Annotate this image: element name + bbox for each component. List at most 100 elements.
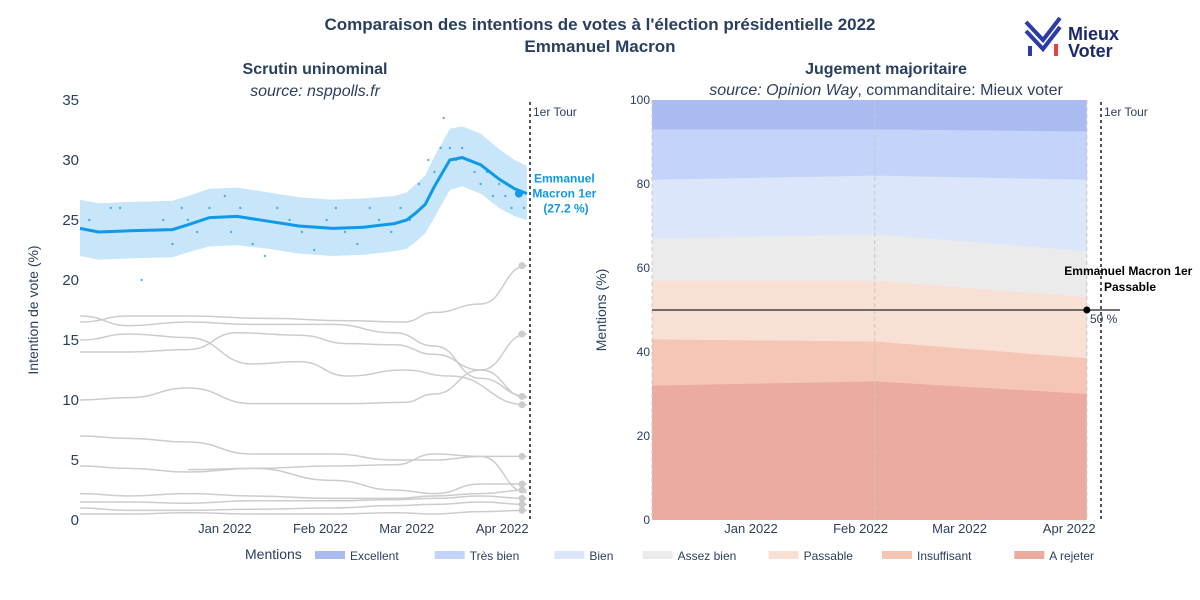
macron-poll-point — [109, 206, 113, 210]
macron-poll-point — [448, 146, 452, 150]
other-candidate-line — [79, 435, 527, 461]
macron-poll-point — [417, 182, 421, 186]
macron-poll-point — [229, 230, 233, 234]
left-x-tick-label: Jan 2022 — [198, 521, 252, 536]
macron-poll-point — [368, 206, 371, 210]
macron-poll-point — [88, 218, 91, 222]
macron-poll-point — [276, 206, 279, 210]
legend-label-passable: Passable — [804, 549, 854, 563]
legend-label-a-rejeter: A rejeter — [1049, 549, 1094, 563]
other-candidate-end-marker — [518, 392, 526, 400]
left-y-tick-label: 20 — [62, 272, 79, 289]
macron-poll-points — [88, 116, 526, 282]
right-y-tick-label: 80 — [637, 177, 651, 191]
macron-poll-point — [208, 206, 211, 210]
macron-poll-point — [504, 194, 507, 198]
left-x-tick-label: Mar 2022 — [379, 521, 434, 536]
macron-poll-point — [377, 218, 381, 222]
other-candidate-line — [79, 509, 527, 515]
right-x-tick-label: Feb 2022 — [833, 521, 888, 536]
macron-poll-point — [390, 230, 393, 234]
legend-label-excellent: Excellent — [350, 549, 399, 563]
other-candidate-end-marker — [518, 486, 526, 494]
left-first-round-label: 1er Tour — [533, 105, 577, 119]
legend-swatch-insuffisant — [882, 551, 912, 559]
macron-poll-point — [433, 170, 436, 174]
macron-poll-point — [439, 146, 442, 150]
other-candidates-lines — [79, 262, 527, 515]
main-subtitle: Emmanuel Macron — [524, 37, 675, 56]
other-candidate-line — [79, 332, 527, 399]
macron-poll-point — [186, 218, 190, 222]
right-first-round-label: 1er Tour — [1104, 105, 1148, 119]
other-candidate-line — [79, 333, 527, 406]
other-candidate-line — [79, 489, 527, 500]
legend-swatch-a-rejeter — [1014, 551, 1045, 559]
mieux-voter-logo-icon: Mieux Voter — [1024, 16, 1119, 61]
other-candidate-end-marker — [518, 262, 526, 270]
macron-poll-point — [162, 218, 165, 222]
legend-label-insuffisant: Insuffisant — [917, 549, 972, 563]
other-candidate-line — [79, 501, 527, 512]
macron-poll-point — [118, 206, 122, 210]
other-candidate-end-marker — [518, 330, 526, 338]
macron-poll-point — [510, 206, 513, 210]
logo-text-2: Voter — [1068, 41, 1113, 61]
legend-label-bien: Bien — [589, 549, 613, 563]
macron-poll-point — [343, 230, 347, 234]
right-y-axis-label: Mentions (%) — [593, 269, 609, 351]
right-y-tick-label: 60 — [637, 261, 651, 275]
left-y-tick-label: 30 — [62, 152, 79, 169]
logo-text-1: Mieux — [1068, 24, 1119, 44]
left-y-tick-label: 10 — [62, 392, 79, 409]
left-y-tick-label: 25 — [62, 212, 79, 229]
right-y-tick-label: 20 — [637, 429, 651, 443]
main-title: Comparaison des intentions de votes à l'… — [324, 15, 875, 34]
macron-poll-point — [479, 182, 482, 186]
left-x-ticks: Jan 2022 Feb 2022 Mar 2022 Apr 2022 — [198, 521, 529, 536]
macron-annotation-line-3: (27.2 %) — [543, 202, 588, 216]
macron-poll-point — [442, 116, 445, 120]
right-chart-title: Jugement majoritaire — [805, 61, 967, 78]
right-x-ticks: Jan 2022 Feb 2022 Mar 2022 Apr 2022 — [724, 521, 1095, 536]
left-y-ticks: 0 5 10 15 20 25 30 35 — [62, 92, 79, 529]
macron-mention-annotation: Emmanuel Macron 1er Passable — [1064, 264, 1195, 294]
macron-poll-point — [356, 242, 359, 246]
macron-annotation: Emmanuel Macron 1er (27.2 %) — [532, 172, 599, 216]
other-candidate-end-marker — [518, 500, 526, 508]
median-50-label: 50 % — [1090, 312, 1118, 326]
legend-label-tres-bien: Très bien — [470, 549, 520, 563]
left-y-tick-label: 5 — [71, 452, 79, 469]
left-chart-source: source: nsppolls.fr — [250, 83, 381, 100]
other-candidate-end-marker — [518, 494, 526, 502]
other-candidate-line — [80, 495, 527, 504]
macron-poll-point — [251, 242, 254, 246]
macron-poll-point — [239, 206, 242, 210]
macron-poll-point — [473, 170, 476, 174]
right-source-rest: , commanditaire: Mieux voter — [857, 82, 1063, 99]
macron-poll-point — [171, 242, 174, 246]
macron-mention-line-1: Emmanuel Macron 1er — [1064, 264, 1192, 278]
other-candidate-line — [79, 264, 527, 323]
right-y-tick-label: 0 — [643, 513, 650, 527]
macron-annotation-line-1: Emmanuel — [534, 172, 595, 186]
right-x-tick-label: Jan 2022 — [724, 521, 778, 536]
macron-annotation-line-2: Macron 1er — [532, 187, 596, 201]
legend-label-assez-bien: Assez bien — [678, 549, 737, 563]
other-candidate-line — [79, 465, 527, 495]
macron-poll-point — [195, 230, 199, 234]
macron-poll-point — [460, 146, 464, 150]
left-y-tick-label: 15 — [62, 332, 79, 349]
macron-poll-point — [334, 206, 338, 210]
macron-poll-point — [140, 278, 143, 282]
right-x-tick-label: Mar 2022 — [932, 521, 987, 536]
macron-end-marker — [514, 189, 523, 198]
macron-mention-line-2: Passable — [1104, 280, 1156, 294]
left-chart-title: Scrutin uninominal — [243, 61, 388, 78]
other-candidate-end-marker — [518, 401, 526, 409]
macron-poll-point — [180, 206, 183, 210]
legend: Excellent Très bien Bien Assez bien Passable… — [315, 549, 1094, 563]
other-candidate-end-marker — [518, 506, 526, 514]
other-candidate-line — [79, 315, 527, 398]
